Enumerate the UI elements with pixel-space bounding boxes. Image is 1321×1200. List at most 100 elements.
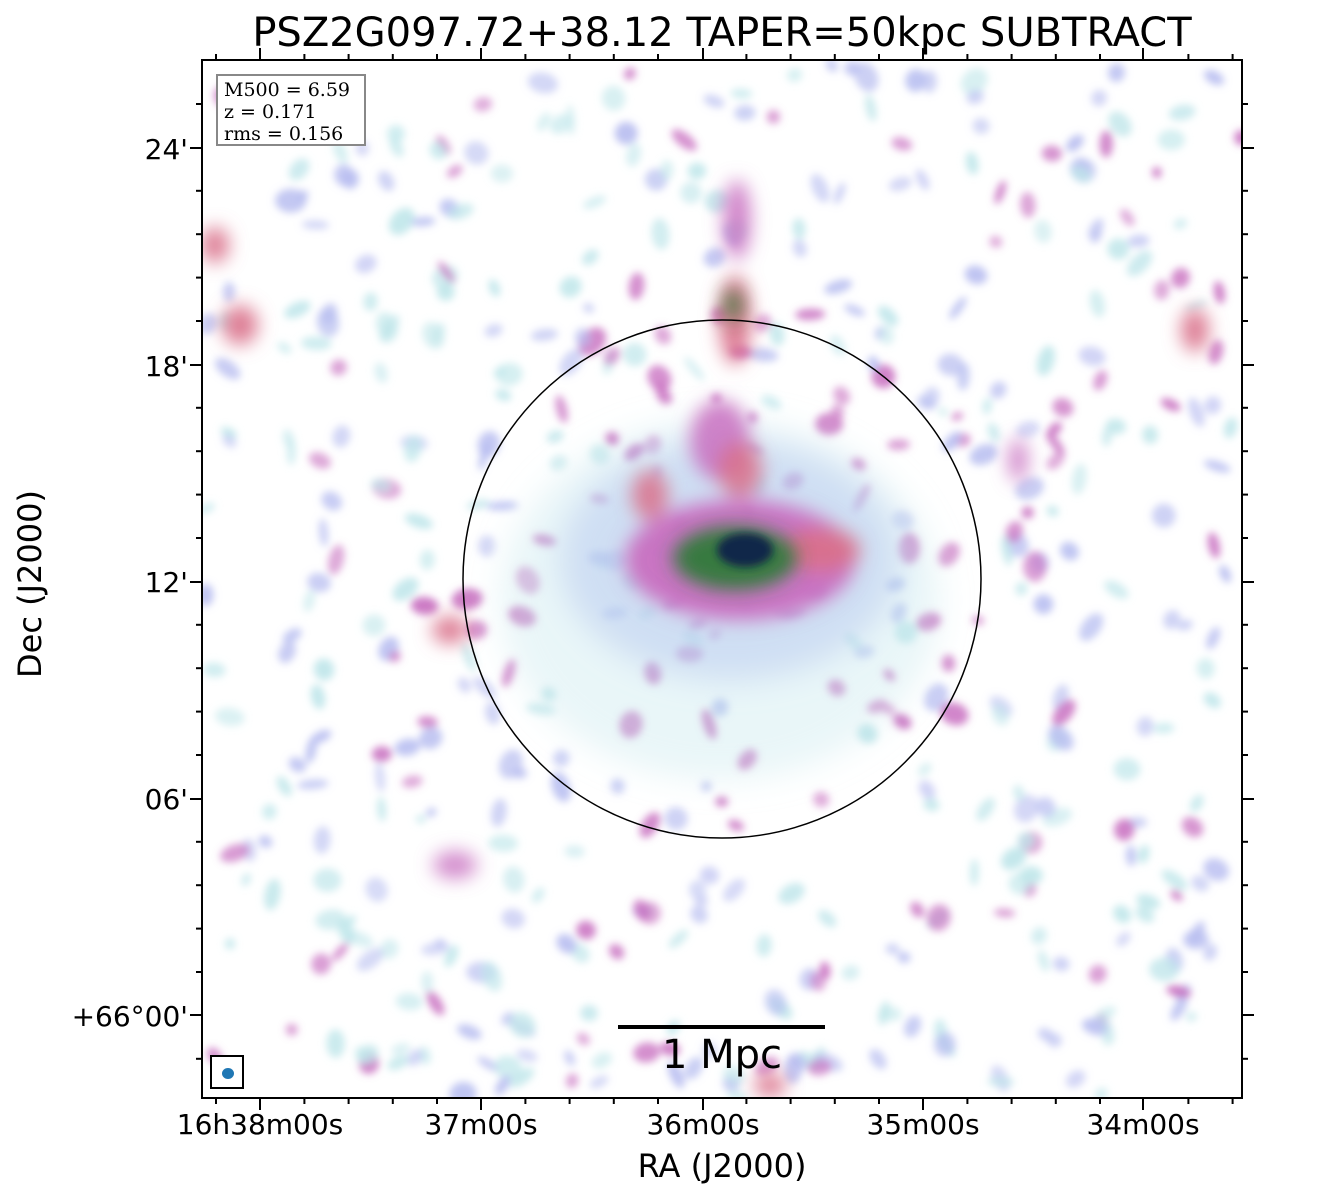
noise-blob — [766, 110, 781, 124]
noise-blob — [574, 327, 591, 348]
noise-blob — [589, 1075, 609, 1089]
noise-blob — [334, 164, 354, 187]
noise-blob — [1079, 613, 1104, 641]
noise-blob — [288, 757, 307, 773]
noise-blob — [1078, 346, 1106, 366]
noise-blob — [1203, 943, 1218, 961]
noise-blob — [1181, 816, 1204, 838]
beam-ellipse-icon — [222, 1068, 234, 1079]
x-tick-label: 16h38m00s — [176, 1108, 344, 1141]
y-tick-label: +66°00' — [71, 1000, 188, 1033]
noise-blob — [465, 620, 488, 640]
noise-blob — [282, 429, 294, 448]
noise-blob — [1048, 725, 1074, 751]
x-tick-label: 34m00s — [1086, 1108, 1200, 1141]
noise-blob — [407, 1049, 423, 1066]
noise-blob — [444, 945, 459, 967]
noise-blob — [311, 953, 332, 975]
noise-blob — [1005, 521, 1024, 543]
noise-blob — [332, 425, 351, 448]
noise-blob — [1142, 425, 1159, 444]
noise-blob — [422, 322, 445, 350]
noise-blob — [1154, 279, 1170, 301]
noise-blob — [387, 124, 405, 143]
noise-blob — [457, 1024, 482, 1040]
noise-blob — [275, 188, 307, 213]
noise-blob — [1160, 398, 1181, 412]
noise-blob — [910, 901, 925, 918]
noise-blob — [1135, 906, 1155, 923]
noise-blob — [1041, 145, 1063, 162]
noise-blob — [715, 796, 729, 807]
noise-blob — [833, 386, 851, 406]
noise-blob — [502, 658, 516, 688]
noise-blob — [464, 141, 489, 165]
noise-blob — [915, 169, 930, 191]
noise-blob — [1120, 208, 1135, 227]
noise-blob — [419, 549, 435, 570]
noise-blob — [488, 834, 519, 852]
noise-blob — [481, 961, 503, 992]
noise-blob — [494, 1055, 523, 1080]
noise-blob — [315, 909, 347, 930]
noise-blob — [664, 806, 688, 831]
noise-blob — [321, 491, 343, 511]
noise-blob — [601, 85, 626, 111]
noise-blob — [926, 904, 951, 932]
noise-blob — [942, 431, 962, 452]
noise-blob — [527, 72, 559, 94]
noise-blob — [503, 866, 525, 893]
noise-blob — [730, 88, 753, 99]
noise-blob — [473, 676, 497, 699]
noise-blob — [379, 939, 399, 959]
noise-blob — [300, 336, 332, 351]
noise-blob — [277, 341, 292, 354]
noise-blob — [583, 195, 607, 209]
noise-blob — [551, 771, 571, 802]
noise-blob — [202, 313, 218, 335]
noise-blob — [512, 767, 528, 779]
beam-box — [210, 1055, 244, 1089]
noise-blob — [214, 357, 241, 380]
noise-blob — [285, 1023, 298, 1036]
noise-blob — [1127, 234, 1150, 248]
noise-blob — [969, 858, 979, 886]
noise-blob — [1204, 396, 1222, 415]
noise-blob — [1177, 619, 1193, 631]
noise-blob — [1021, 506, 1034, 519]
noise-blob — [734, 105, 756, 121]
noise-blob — [964, 265, 988, 285]
noise-blob — [897, 951, 911, 964]
noise-blob — [982, 397, 992, 415]
noise-blob — [987, 422, 1000, 442]
noise-blob — [993, 908, 1016, 918]
noise-blob — [854, 62, 879, 92]
noise-blob — [305, 736, 317, 764]
noise-blob — [869, 1048, 887, 1070]
noise-blob — [1013, 784, 1025, 801]
noise-blob — [559, 348, 584, 376]
noise-blob — [824, 279, 853, 295]
noise-blob — [537, 112, 551, 132]
x-tick-label: 36m00s — [646, 1108, 760, 1141]
noise-blob — [787, 67, 803, 83]
noise-blob — [747, 411, 758, 424]
noise-blob — [917, 762, 932, 777]
noise-blob — [817, 910, 837, 928]
noise-blob — [363, 292, 378, 311]
noise-blob — [333, 140, 348, 164]
noise-blob — [425, 807, 437, 817]
noise-blob — [1108, 111, 1132, 137]
noise-blob — [552, 749, 570, 767]
noise-blob — [310, 684, 326, 710]
noise-blob — [326, 1029, 345, 1058]
noise-blob — [362, 614, 386, 637]
noise-blob — [1223, 417, 1238, 439]
noise-blob — [614, 121, 638, 145]
noise-blob — [1031, 927, 1047, 945]
noise-blob — [1188, 397, 1205, 427]
noise-blob — [727, 819, 745, 832]
noise-blob — [1113, 758, 1141, 781]
noise-blob — [318, 518, 329, 547]
noise-blob — [417, 716, 438, 728]
